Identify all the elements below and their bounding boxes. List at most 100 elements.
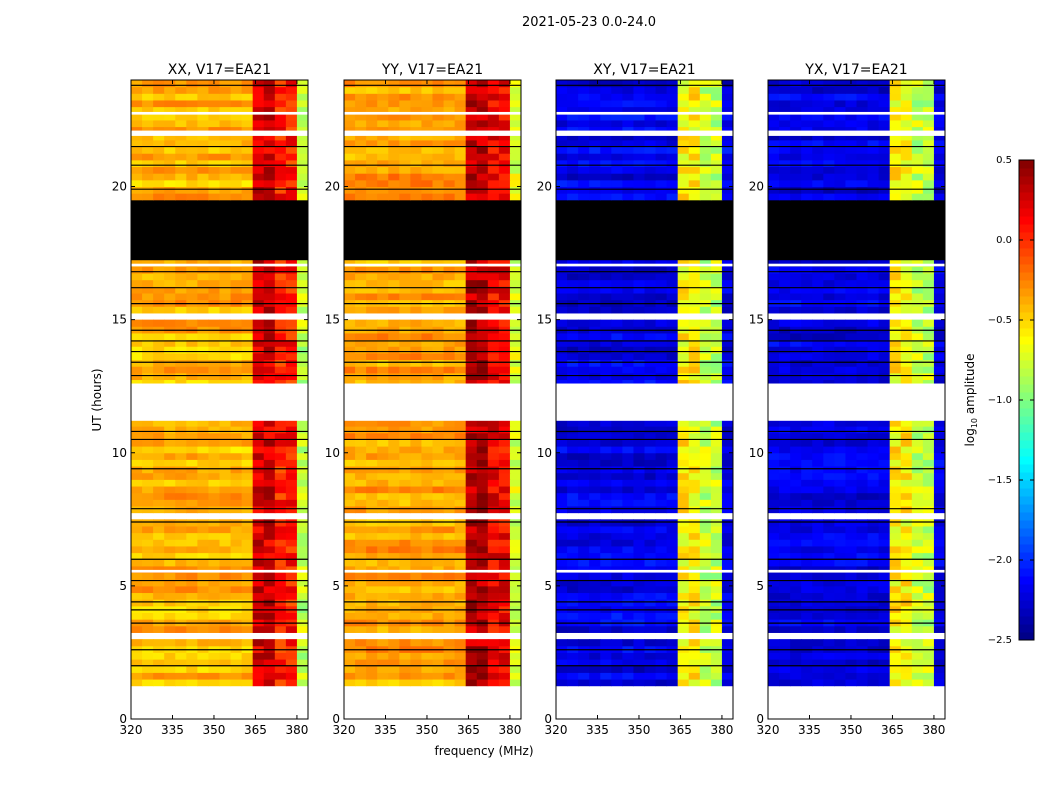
heatmap-cell — [175, 106, 187, 114]
heatmap-cell — [556, 545, 568, 554]
heatmap-cell — [834, 486, 846, 494]
heatmap-cell — [476, 332, 489, 341]
heatmap-cell — [677, 179, 690, 187]
heatmap-cell — [556, 585, 568, 594]
heatmap-cell — [421, 106, 433, 114]
heatmap-cell — [366, 545, 378, 554]
heatmap-cell — [790, 266, 802, 274]
heatmap-cell — [933, 459, 946, 467]
heatmap-cell — [655, 419, 668, 427]
heatmap-cell — [812, 266, 824, 274]
heatmap-cell — [933, 525, 946, 534]
heatmap-cell — [476, 346, 489, 354]
heatmap-cell — [263, 552, 276, 560]
heatmap-cell — [252, 193, 265, 201]
heatmap-cell — [911, 106, 924, 114]
heatmap-cell — [131, 159, 143, 168]
heatmap-cell — [355, 486, 367, 494]
heatmap-cell — [230, 80, 243, 88]
heatmap-cell — [878, 273, 891, 281]
heatmap-cell — [399, 186, 411, 194]
heatmap-cell — [710, 479, 723, 487]
heatmap-cell — [175, 659, 187, 667]
heatmap-cell — [443, 113, 456, 121]
heatmap-cell — [421, 186, 433, 194]
heatmap-cell — [889, 459, 902, 467]
heatmap-cell — [366, 459, 378, 467]
heatmap-cell — [344, 565, 356, 574]
heatmap-cell — [900, 146, 913, 154]
heatmap-cell — [889, 273, 902, 281]
heatmap-cell — [911, 133, 924, 141]
heatmap-cell — [721, 119, 734, 128]
heatmap-cell — [274, 273, 287, 281]
heatmap-cell — [454, 186, 467, 194]
heatmap-cell — [900, 565, 913, 574]
heatmap-cell — [677, 659, 690, 667]
heatmap-cell — [867, 545, 880, 554]
heatmap-cell — [622, 279, 634, 287]
flagged-band — [768, 130, 945, 136]
heatmap-cell — [600, 139, 612, 148]
heatmap-cell — [465, 126, 478, 134]
heatmap-cell — [889, 93, 902, 101]
heatmap-cell — [845, 459, 857, 467]
heatmap-cell — [443, 346, 456, 354]
heatmap-cell — [388, 332, 400, 341]
heatmap-cell — [241, 585, 254, 594]
heatmap-cell — [399, 492, 411, 500]
heatmap-cell — [622, 359, 634, 367]
heatmap-cell — [666, 259, 679, 267]
heatmap-cell — [131, 273, 143, 281]
heatmap-cell — [344, 572, 356, 580]
heatmap-cell — [922, 153, 935, 161]
heatmap-cell — [911, 126, 924, 134]
heatmap-cell — [933, 179, 946, 187]
heatmap-cell — [296, 525, 309, 534]
y-tick-label: 15 — [537, 313, 552, 327]
heatmap-cell — [922, 273, 935, 281]
heatmap-cell — [454, 346, 467, 354]
heatmap-cell — [856, 372, 869, 381]
heatmap-cell — [721, 146, 734, 154]
heatmap-cell — [779, 106, 791, 114]
heatmap-cell — [366, 679, 378, 687]
heatmap-cell — [578, 492, 590, 500]
heatmap-cell — [285, 379, 298, 387]
y-tick-label: 15 — [112, 313, 127, 327]
heatmap-cell — [355, 352, 367, 361]
heatmap-cell — [498, 572, 511, 580]
heatmap-cell — [197, 532, 209, 540]
heatmap-cell — [443, 599, 456, 607]
heatmap-cell — [241, 599, 254, 607]
heatmap-cell — [432, 186, 445, 194]
heatmap-cell — [399, 133, 411, 141]
heatmap-cell — [933, 126, 946, 134]
heatmap-cell — [388, 146, 400, 154]
heatmap-cell — [801, 352, 813, 361]
heatmap-cell — [421, 565, 433, 574]
heatmap-cell — [230, 525, 243, 534]
heatmap-cell — [274, 679, 287, 687]
heatmap-cell — [812, 419, 824, 427]
y-tick-label: 5 — [544, 579, 552, 593]
heatmap-cell — [509, 359, 522, 367]
heatmap-cell — [498, 273, 511, 281]
heatmap-cell — [285, 286, 298, 294]
heatmap-cell — [812, 432, 824, 440]
heatmap-cell — [845, 319, 857, 327]
heatmap-cell — [263, 159, 276, 168]
heatmap-cell — [611, 565, 623, 574]
heatmap-cell — [454, 359, 467, 367]
heatmap-cell — [476, 319, 489, 327]
heatmap-cell — [377, 126, 389, 134]
panel-frame — [130, 79, 309, 720]
heatmap-cell — [377, 592, 389, 600]
heatmap-cell — [421, 559, 433, 567]
heatmap-cell — [823, 665, 835, 673]
heatmap-cell — [677, 186, 690, 194]
heatmap-cell — [633, 459, 645, 467]
heatmap-cell — [790, 179, 802, 187]
heatmap-cell — [790, 572, 802, 580]
heatmap-cell — [768, 679, 780, 687]
